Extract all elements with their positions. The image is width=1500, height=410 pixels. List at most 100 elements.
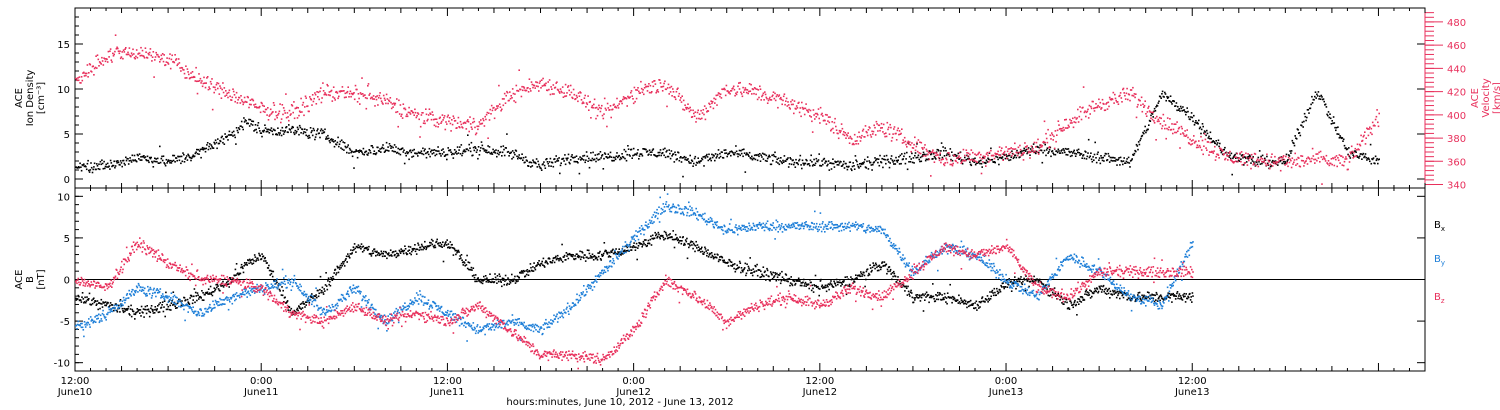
data-point	[1360, 153, 1362, 155]
data-point	[83, 163, 85, 165]
data-point	[1250, 167, 1252, 170]
data-point	[363, 249, 365, 252]
data-point	[565, 157, 568, 160]
data-point	[278, 288, 281, 291]
data-point	[1349, 157, 1352, 159]
data-point	[1237, 160, 1239, 163]
data-point	[792, 159, 794, 161]
data-point	[319, 90, 321, 93]
data-point	[89, 169, 92, 171]
data-point	[196, 92, 199, 95]
data-point	[637, 149, 639, 151]
data-point	[252, 258, 254, 261]
data-point	[603, 113, 605, 115]
data-point	[110, 162, 113, 164]
data-point	[1059, 127, 1062, 130]
data-point	[892, 161, 894, 163]
data-point	[698, 161, 701, 164]
data-point	[122, 310, 124, 312]
data-point	[93, 162, 96, 165]
data-point	[537, 160, 539, 163]
data-point	[1302, 126, 1304, 128]
data-point	[542, 257, 545, 260]
data-point	[933, 155, 936, 158]
data-point	[1239, 152, 1241, 154]
data-point	[922, 151, 925, 154]
data-point	[1195, 120, 1197, 122]
data-point	[238, 96, 241, 99]
data-point	[1152, 111, 1154, 114]
data-point	[309, 127, 312, 129]
data-point	[859, 165, 862, 168]
data-point	[697, 157, 699, 159]
data-point	[777, 157, 780, 160]
data-point	[302, 301, 304, 303]
data-point	[842, 133, 844, 136]
data-point	[695, 117, 698, 120]
data-point	[944, 147, 946, 149]
data-point	[1299, 134, 1302, 137]
data-point	[440, 120, 443, 123]
data-point	[818, 153, 820, 155]
data-point	[779, 160, 781, 162]
data-point	[416, 248, 419, 251]
data-point	[171, 160, 173, 162]
data-point	[274, 118, 276, 121]
data-point	[317, 96, 319, 98]
data-point	[1368, 128, 1370, 130]
data-point	[588, 157, 590, 160]
data-point	[445, 121, 447, 123]
data-point	[252, 120, 255, 123]
data-point	[466, 148, 468, 150]
data-point	[212, 86, 215, 88]
data-point	[1070, 150, 1073, 153]
data-point	[1324, 160, 1327, 162]
data-point	[433, 246, 435, 249]
data-point	[191, 295, 193, 298]
data-point	[1242, 156, 1244, 159]
data-point	[932, 151, 935, 154]
data-point	[518, 277, 520, 279]
data-point	[1250, 153, 1253, 156]
data-point	[1240, 158, 1242, 160]
data-point	[843, 134, 846, 137]
data-point	[506, 284, 508, 286]
data-point	[1151, 118, 1154, 121]
data-point	[1350, 145, 1353, 148]
data-point	[629, 155, 631, 157]
data-point	[1169, 100, 1171, 103]
data-point	[352, 246, 355, 248]
data-point	[738, 88, 741, 90]
data-point	[1308, 112, 1310, 114]
data-point	[197, 294, 199, 296]
data-point	[916, 141, 918, 144]
data-point	[506, 90, 508, 93]
data-point	[119, 311, 121, 313]
data-point	[201, 85, 204, 88]
data-point	[365, 107, 368, 110]
data-point	[94, 66, 97, 69]
data-point	[1250, 158, 1253, 161]
data-point	[288, 124, 290, 126]
data-point	[849, 135, 852, 138]
data-point	[1348, 161, 1351, 163]
data-point	[1264, 159, 1266, 161]
data-point	[1366, 128, 1369, 130]
data-point	[1308, 158, 1311, 160]
data-point	[970, 164, 973, 167]
data-point	[1327, 114, 1329, 117]
data-point	[312, 100, 315, 103]
data-point	[96, 67, 98, 69]
data-point	[708, 102, 710, 105]
data-point	[1200, 149, 1203, 151]
data-point	[395, 256, 398, 259]
data-point	[497, 105, 499, 107]
data-point	[642, 89, 644, 91]
data-point	[499, 106, 502, 108]
data-point	[414, 111, 417, 114]
data-point	[145, 51, 147, 53]
data-point	[1108, 105, 1110, 108]
data-point	[1029, 154, 1031, 156]
data-point	[659, 149, 662, 151]
data-point	[477, 146, 480, 148]
